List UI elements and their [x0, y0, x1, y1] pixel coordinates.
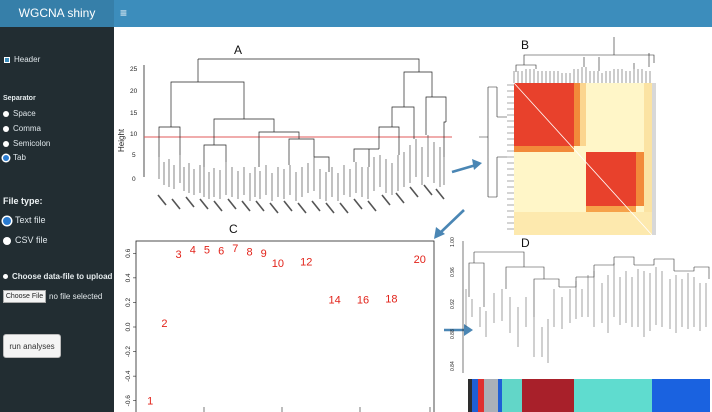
file-status: no file selected	[49, 292, 103, 301]
radio-icon[interactable]	[3, 110, 9, 117]
checkbox-icon[interactable]	[4, 56, 10, 63]
panel-c-ytick-label: -0.2	[125, 346, 132, 358]
separator-option-space[interactable]: Space	[3, 109, 36, 118]
panel-label-a: A	[234, 43, 242, 57]
header-checkbox[interactable]: Header	[4, 55, 40, 64]
radio-icon[interactable]	[3, 236, 11, 245]
panel-a-dendrogram: Height 0 5 10 15 20 25	[117, 58, 452, 214]
panel-c-point-label: 6	[218, 246, 224, 258]
svg-text:0.84: 0.84	[450, 361, 456, 371]
svg-text:0.92: 0.92	[450, 299, 456, 309]
panel-label-d: D	[521, 236, 530, 250]
svg-text:0.88: 0.88	[450, 329, 456, 339]
panel-label-c: C	[229, 222, 238, 236]
panel-c-point-label: 8	[246, 247, 252, 259]
panel-c-point-label: 5	[204, 244, 210, 256]
app-title: WGCNA shiny	[0, 0, 114, 27]
panel-c-ytick-label: 0.6	[125, 248, 132, 257]
module-color-segment	[574, 379, 652, 412]
file-type-option-text[interactable]: Text file	[3, 215, 46, 225]
panel-c-point-label: 4	[190, 244, 196, 256]
panel-c-ytick-label: -0.4	[125, 370, 132, 382]
file-type-option-csv[interactable]: CSV file	[3, 235, 48, 245]
module-color-segment	[484, 379, 498, 412]
module-color-segment	[502, 379, 522, 412]
bullet-icon	[3, 274, 8, 280]
separator-option-comma[interactable]: Comma	[3, 124, 41, 133]
panel-c-ytick-label: 0.0	[125, 322, 132, 331]
separator-option-semicolon[interactable]: Semicolon	[3, 139, 50, 148]
wgcna-figure: A B C D Height 0 5 10 15 20 25	[117, 37, 710, 412]
panel-a-ytick: 25	[130, 66, 138, 73]
separator-option-tab[interactable]: Tab	[3, 153, 26, 162]
module-color-segment	[522, 379, 574, 412]
radio-icon[interactable]	[3, 125, 9, 132]
panel-c-point-label: 12	[300, 257, 312, 269]
flow-arrows	[434, 159, 482, 336]
panel-a-ytick: 15	[130, 110, 138, 117]
panel-c-point-label: 7	[232, 243, 238, 255]
arrow-head-icon	[434, 227, 445, 239]
figure-area: A B C D Height 0 5 10 15 20 25	[114, 27, 712, 412]
panel-d-dendrogram: 1.00 0.96 0.92 0.88 0.84	[450, 237, 710, 412]
panel-c-frame	[135, 240, 435, 412]
header-checkbox-label: Header	[14, 55, 41, 64]
panel-c-point-label: 2	[161, 318, 167, 330]
panel-a-ylabel: Height	[117, 128, 126, 152]
panel-a-ytick: 5	[132, 152, 136, 159]
module-color-bar	[468, 379, 710, 412]
arrow-head-icon	[472, 159, 482, 170]
choose-file-button[interactable]: Choose File	[3, 290, 46, 303]
module-color-segment	[498, 379, 502, 412]
arrow-head-icon	[464, 324, 473, 336]
panel-a-ytick: 20	[130, 88, 138, 95]
svg-text:0.96: 0.96	[450, 267, 456, 277]
panel-c-scatter: 0.60.40.20.0-0.2-0.4-0.6 123 4 5 6 7 8 910 1214…	[125, 240, 435, 412]
panel-c-ytick-label: -0.6	[125, 395, 132, 407]
panel-c-ytick-label: 0.4	[125, 273, 132, 282]
panel-c-point-label: 10	[272, 258, 284, 270]
panel-a-ytick: 0	[132, 176, 136, 183]
panel-c-point-label: 20	[414, 254, 426, 266]
module-color-segment	[472, 379, 478, 412]
hamburger-icon[interactable]: ≡	[120, 6, 128, 20]
module-color-segment	[652, 379, 710, 412]
panel-b-heatmap	[479, 37, 656, 236]
panel-c-point-label: 18	[385, 293, 397, 305]
separator-title: Separator	[3, 95, 36, 102]
module-color-segment	[478, 379, 484, 412]
panel-c-ytick-label: 0.2	[125, 298, 132, 307]
arrow-a-to-b	[451, 163, 477, 174]
panel-c-point-label: 3	[176, 249, 182, 261]
panel-c-point-label: 14	[329, 295, 341, 307]
upload-title: Choose data-file to upload	[3, 272, 112, 281]
module-color-segment	[468, 379, 472, 412]
panel-a-ytick: 10	[130, 131, 138, 138]
panel-c-point-label: 16	[357, 295, 369, 307]
header-bar: ≡	[114, 0, 712, 27]
heatmap-module-2	[586, 152, 636, 206]
panel-c-point-label: 9	[261, 248, 267, 260]
radio-icon[interactable]	[3, 140, 9, 147]
sidebar: WGCNA shiny Header Separator Space Comma…	[0, 0, 114, 412]
panel-label-b: B	[521, 38, 529, 52]
arrow-b-to-c	[439, 209, 465, 234]
panel-c-point-label: 1	[147, 395, 153, 407]
radio-selected-icon[interactable]	[3, 154, 9, 161]
svg-text:1.00: 1.00	[450, 237, 456, 247]
radio-selected-icon[interactable]	[3, 216, 11, 225]
run-analyses-button[interactable]: run analyses	[3, 334, 61, 358]
file-type-title: File type:	[3, 196, 43, 206]
